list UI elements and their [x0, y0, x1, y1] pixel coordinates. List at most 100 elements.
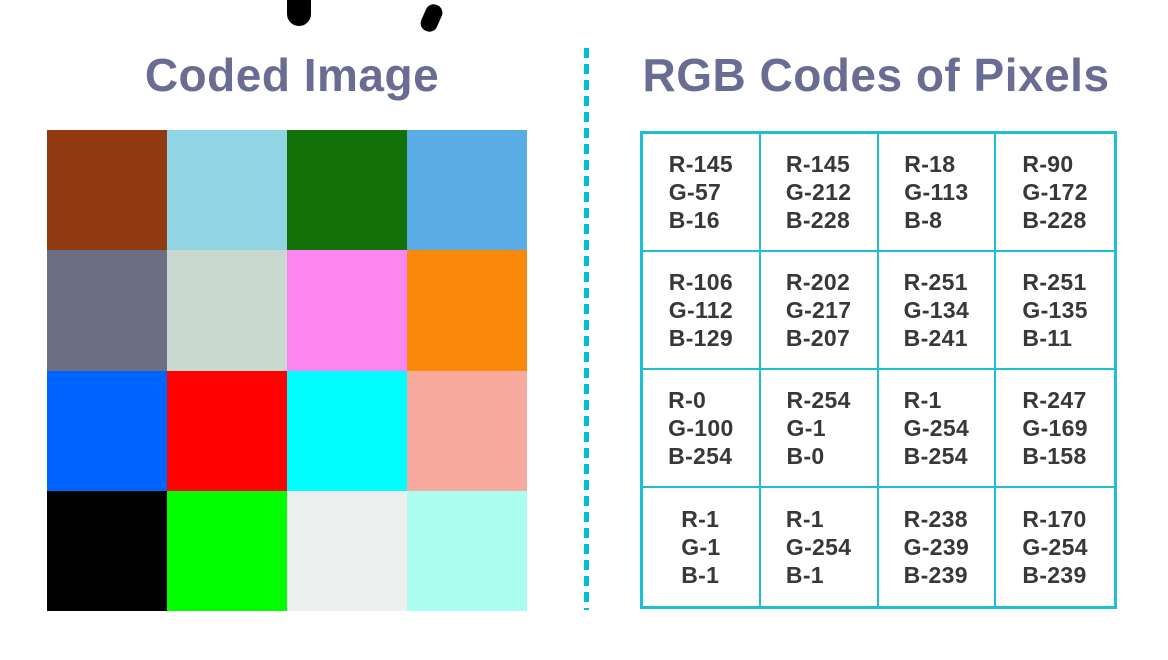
pixel-swatch-r4c2	[167, 490, 287, 611]
r-value: R-1	[903, 387, 942, 413]
g-value: G-254	[903, 415, 970, 441]
g-value: G-169	[1022, 415, 1088, 441]
g-value: G-112	[668, 297, 733, 323]
r-value: R-254	[786, 387, 851, 413]
rgb-values: R-145 G-57 B-16	[669, 150, 733, 234]
b-value: B-16	[668, 207, 720, 233]
rgb-cell-r1c3: R-18 G-113 B-8	[878, 134, 997, 252]
pixel-swatch-r2c3	[287, 250, 407, 371]
rgb-cell-r2c1: R-106 G-112 B-129	[643, 252, 761, 370]
b-value: B-228	[1022, 207, 1087, 233]
b-value: B-8	[904, 207, 943, 233]
top-edge-artifact-2	[418, 1, 445, 35]
rgb-values: R-254 G-1 B-0	[787, 386, 851, 470]
rgb-cell-r3c4: R-247 G-169 B-158	[996, 370, 1114, 488]
r-value: R-145	[668, 151, 733, 177]
rgb-codes-title: RGB Codes of Pixels	[642, 49, 1110, 101]
b-value: B-254	[668, 443, 733, 469]
r-value: R-238	[903, 506, 968, 532]
pixel-swatch-r2c1	[47, 250, 167, 371]
rgb-codes-table: R-145 G-57 B-16 R-145 G-212 B-228 R-18 G-113 B…	[640, 131, 1117, 609]
rgb-cell-r4c4: R-170 G-254 B-239	[996, 488, 1114, 606]
g-value: G-254	[1022, 534, 1088, 560]
rgb-values: R-238 G-239 B-239	[904, 505, 969, 589]
r-value: R-202	[785, 269, 851, 295]
rgb-values: R-202 G-217 B-207	[786, 268, 851, 352]
top-edge-artifact-1	[287, 0, 311, 26]
b-value: B-1	[785, 562, 824, 588]
pixel-swatch-r1c2	[167, 130, 287, 251]
r-value: R-106	[668, 269, 733, 295]
rgb-cell-r2c4: R-251 G-135 B-11	[996, 252, 1114, 370]
r-value: R-1	[785, 506, 824, 532]
dashed-divider	[584, 48, 589, 610]
r-value: R-90	[1022, 151, 1074, 177]
rgb-cell-r3c1: R-0 G-100 B-254	[643, 370, 761, 488]
rgb-values: R-251 G-134 B-241	[904, 268, 969, 352]
b-value: B-129	[668, 325, 733, 351]
b-value: B-11	[1022, 325, 1073, 351]
r-value: R-247	[1022, 387, 1087, 413]
rgb-values: R-106 G-112 B-129	[669, 268, 733, 352]
rgb-cell-r1c2: R-145 G-212 B-228	[760, 134, 879, 252]
r-value: R-145	[785, 151, 851, 177]
pixel-swatch-r2c2	[167, 250, 287, 371]
pixel-swatch-r3c3	[287, 370, 407, 491]
rgb-values: R-145 G-212 B-228	[786, 150, 851, 234]
g-value: G-1	[786, 415, 826, 441]
rgb-cell-r1c4: R-90 G-172 B-228	[996, 134, 1114, 252]
pixel-swatch-r1c4	[407, 130, 527, 251]
g-value: G-217	[785, 297, 852, 323]
b-value: B-158	[1022, 443, 1087, 469]
rgb-cell-r2c3: R-251 G-134 B-241	[878, 252, 997, 370]
r-value: R-1	[681, 506, 720, 532]
g-value: G-239	[903, 534, 970, 560]
coded-image-grid	[47, 130, 527, 611]
r-value: R-0	[668, 387, 707, 413]
rgb-cell-r4c2: R-1 G-254 B-1	[761, 488, 879, 606]
b-value: B-241	[903, 325, 968, 351]
r-value: R-18	[904, 151, 956, 177]
rgb-cell-r3c2: R-254 G-1 B-0	[760, 370, 879, 488]
g-value: G-57	[668, 179, 722, 205]
pixel-swatch-r4c4	[407, 490, 527, 611]
pixel-swatch-r4c1	[47, 490, 167, 611]
r-value: R-251	[1022, 269, 1087, 295]
rgb-values: R-90 G-172 B-228	[1022, 150, 1087, 234]
r-value: R-170	[1022, 506, 1087, 532]
pixel-swatch-r2c4	[407, 250, 527, 371]
pixel-swatch-r3c4	[407, 370, 527, 491]
pixel-swatch-r1c1	[47, 130, 167, 251]
pixel-swatch-r3c1	[47, 370, 167, 491]
b-value: B-239	[1022, 562, 1087, 588]
rgb-cell-r2c2: R-202 G-217 B-207	[760, 252, 879, 370]
rgb-values: R-1 G-254 B-254	[904, 386, 969, 470]
g-value: G-254	[785, 534, 852, 560]
g-value: G-1	[681, 534, 721, 560]
rgb-cell-r3c3: R-1 G-254 B-254	[878, 370, 997, 488]
g-value: G-135	[1022, 297, 1088, 323]
pixel-swatch-r4c3	[287, 490, 407, 611]
rgb-values: R-1 G-1 B-1	[681, 505, 720, 589]
r-value: R-251	[903, 269, 968, 295]
g-value: G-113	[904, 179, 969, 205]
rgb-values: R-18 G-113 B-8	[904, 150, 968, 234]
rgb-cell-r4c1: R-1 G-1 B-1	[643, 488, 761, 606]
rgb-values: R-1 G-254 B-1	[786, 505, 851, 589]
b-value: B-254	[903, 443, 968, 469]
pixel-swatch-r1c3	[287, 130, 407, 251]
b-value: B-1	[681, 562, 720, 588]
pixel-swatch-r3c2	[167, 370, 287, 491]
rgb-values: R-170 G-254 B-239	[1022, 505, 1087, 589]
b-value: B-228	[785, 207, 851, 233]
coded-image-title: Coded Image	[144, 49, 440, 101]
b-value: B-0	[786, 443, 825, 469]
rgb-values: R-247 G-169 B-158	[1022, 386, 1087, 470]
rgb-values: R-251 G-135 B-11	[1022, 268, 1087, 352]
rgb-cell-r4c3: R-238 G-239 B-239	[879, 488, 997, 606]
rgb-values: R-0 G-100 B-254	[668, 386, 733, 470]
g-value: G-172	[1022, 179, 1088, 205]
g-value: G-100	[668, 415, 734, 441]
b-value: B-239	[903, 562, 968, 588]
g-value: G-212	[785, 179, 852, 205]
